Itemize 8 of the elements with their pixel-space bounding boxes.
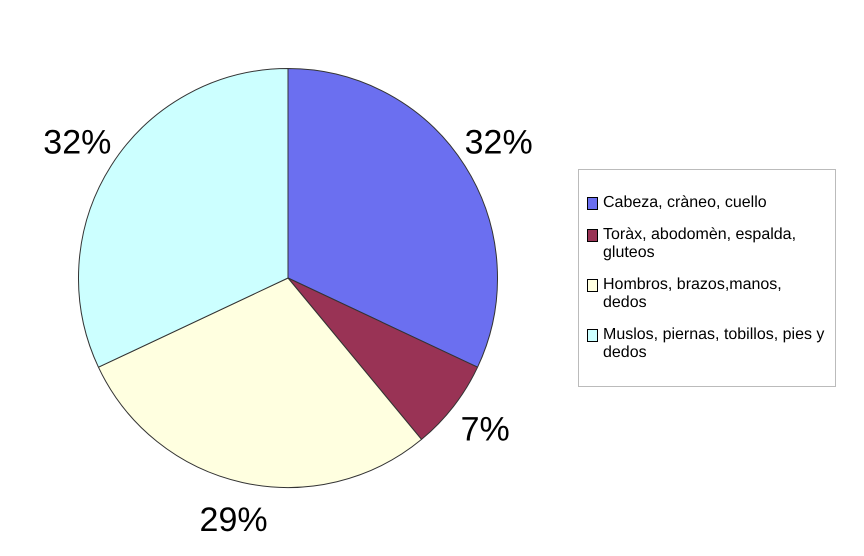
legend-label: Cabeza, cràneo, cuello [603,194,767,212]
data-label: 29% [200,500,268,539]
legend-label: Hombros, brazos,manos, dedos [603,276,783,312]
data-label: 32% [464,124,533,162]
data-label: 7% [460,410,510,448]
legend-label: Toràx, abodomèn, espalda, gluteos [603,226,798,262]
legend-label: Muslos, piernas, tobillos, pies y dedos [603,326,826,362]
data-label: 32% [43,124,112,162]
